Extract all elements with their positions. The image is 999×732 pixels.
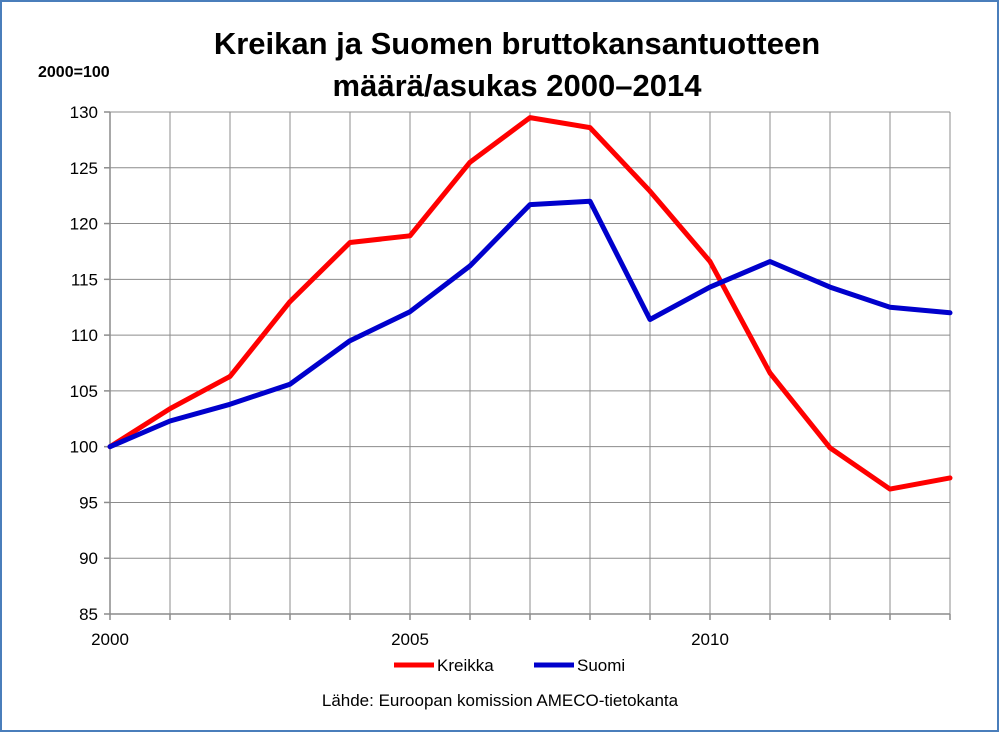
y-tick-label: 120	[70, 215, 98, 234]
x-tick-label: 2010	[691, 630, 729, 649]
legend-label-suomi: Suomi	[577, 656, 625, 675]
axes	[104, 111, 951, 620]
source-note: Lähde: Euroopan komission AMECO-tietokan…	[322, 691, 679, 710]
x-tick-label: 2000	[91, 630, 129, 649]
series-lines	[107, 115, 953, 492]
x-tick-label: 2005	[391, 630, 429, 649]
grid-lines	[109, 111, 951, 615]
y-tick-label: 100	[70, 438, 98, 457]
y-tick-labels: 85 90 95 100 105 110 115 120 125 130	[70, 103, 98, 624]
y-tick-label: 85	[79, 605, 98, 624]
y-tick-label: 110	[71, 326, 98, 345]
legend: Kreikka Suomi	[394, 656, 625, 675]
chart-title-line-1: Kreikan ja Suomen bruttokansantuotteen	[214, 26, 820, 61]
legend-label-kreikka: Kreikka	[437, 656, 494, 675]
series-line-suomi	[107, 198, 953, 450]
y-tick-label: 130	[70, 103, 98, 122]
y-tick-label: 95	[79, 493, 98, 512]
y-tick-label: 125	[70, 159, 98, 178]
y-tick-label: 115	[71, 270, 98, 289]
y-tick-label: 90	[79, 549, 98, 568]
y-tick-label: 105	[70, 382, 98, 401]
x-tick-labels: 2000 2005 2010	[91, 630, 729, 649]
chart-title-line-2: määrä/asukas 2000–2014	[333, 68, 703, 103]
y-unit-label: 2000=100	[38, 64, 110, 81]
series-line-kreikka	[107, 115, 953, 492]
